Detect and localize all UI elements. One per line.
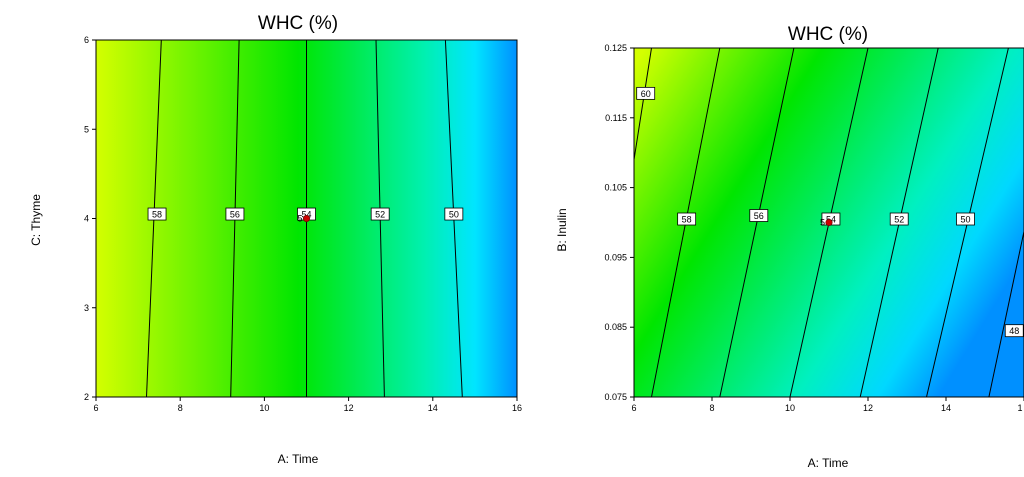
design-point-label: 5 [297,214,302,224]
svg-text:56: 56 [754,211,764,221]
contour-labels: 60 58 56 54 52 50 48 [636,86,1024,338]
contour-plot-time-inulin: WHC (%) 60 58 56 54 52 50 48 5 6 8 10 12 14 1 0.075… [555,24,1024,470]
svg-text:50: 50 [449,210,459,220]
svg-text:54: 54 [826,215,836,225]
contour-label-58: 58 [147,207,167,221]
x-tick-label: 14 [428,403,438,413]
x-tick-label: 8 [178,403,183,413]
y-tick-label: 6 [84,35,89,45]
contour-line-60 [634,48,652,160]
contour-label-58: 58 [677,212,697,226]
contour-label-60: 60 [636,86,656,100]
svg-text:52: 52 [375,210,385,220]
svg-text:54: 54 [301,210,311,220]
x-axis-label: A: Time [808,456,849,470]
y-axis-ticks: 2 3 4 5 6 [84,35,96,402]
center-point-marker [302,215,310,223]
contour-label-56: 56 [225,207,245,221]
design-point: 5 [820,218,833,228]
y-tick-label: 0.125 [604,43,627,53]
center-point-marker [825,219,833,227]
x-tick-label: 12 [344,403,354,413]
x-tick-label: 1 [1017,403,1022,413]
x-axis-ticks: 6 8 10 12 14 1 [631,397,1024,413]
contour-label-52: 52 [889,212,909,226]
y-tick-label: 0.075 [604,392,627,402]
y-tick-label: 3 [84,303,89,313]
y-tick-label: 0.105 [604,183,627,193]
x-tick-label: 14 [941,403,951,413]
y-axis-ticks: 0.075 0.085 0.095 0.105 0.115 0.125 [604,43,634,402]
svg-text:60: 60 [641,89,651,99]
svg-text:50: 50 [960,215,970,225]
x-tick-label: 6 [631,403,636,413]
contour-label-52: 52 [370,207,390,221]
x-tick-label: 12 [863,403,873,413]
y-tick-label: 2 [84,392,89,402]
svg-text:58: 58 [152,210,162,220]
y-tick-label: 5 [84,124,89,134]
design-point: 5 [297,214,310,224]
y-tick-label: 0.115 [605,113,627,123]
contour-label-48: 48 [1004,324,1024,338]
y-axis-label: B: Inulin [555,208,569,251]
contour-line-56 [719,48,795,397]
x-tick-label: 10 [785,403,795,413]
contour-line-48 [988,228,1024,397]
y-axis-label: C: Thyme [29,194,43,246]
x-tick-label: 16 [512,403,522,413]
chart-title: WHC (%) [258,13,338,34]
x-tick-label: 6 [93,403,98,413]
contour-label-56: 56 [749,209,769,222]
svg-text:56: 56 [230,210,240,220]
design-point-label: 5 [820,218,825,228]
y-tick-label: 0.095 [604,252,627,262]
x-tick-label: 8 [709,403,714,413]
chart-title: WHC (%) [788,24,868,45]
x-tick-label: 10 [259,403,269,413]
svg-text:48: 48 [1009,326,1019,336]
x-axis-ticks: 6 8 10 12 14 16 [93,397,522,413]
svg-text:52: 52 [894,215,904,225]
svg-text:58: 58 [682,215,692,225]
y-tick-label: 4 [84,214,89,224]
contour-label-50: 50 [444,207,464,221]
y-tick-label: 0.085 [604,322,627,332]
contour-label-50: 50 [956,212,975,226]
x-axis-label: A: Time [278,452,319,466]
contour-labels: 58 56 54 52 50 [147,207,464,221]
